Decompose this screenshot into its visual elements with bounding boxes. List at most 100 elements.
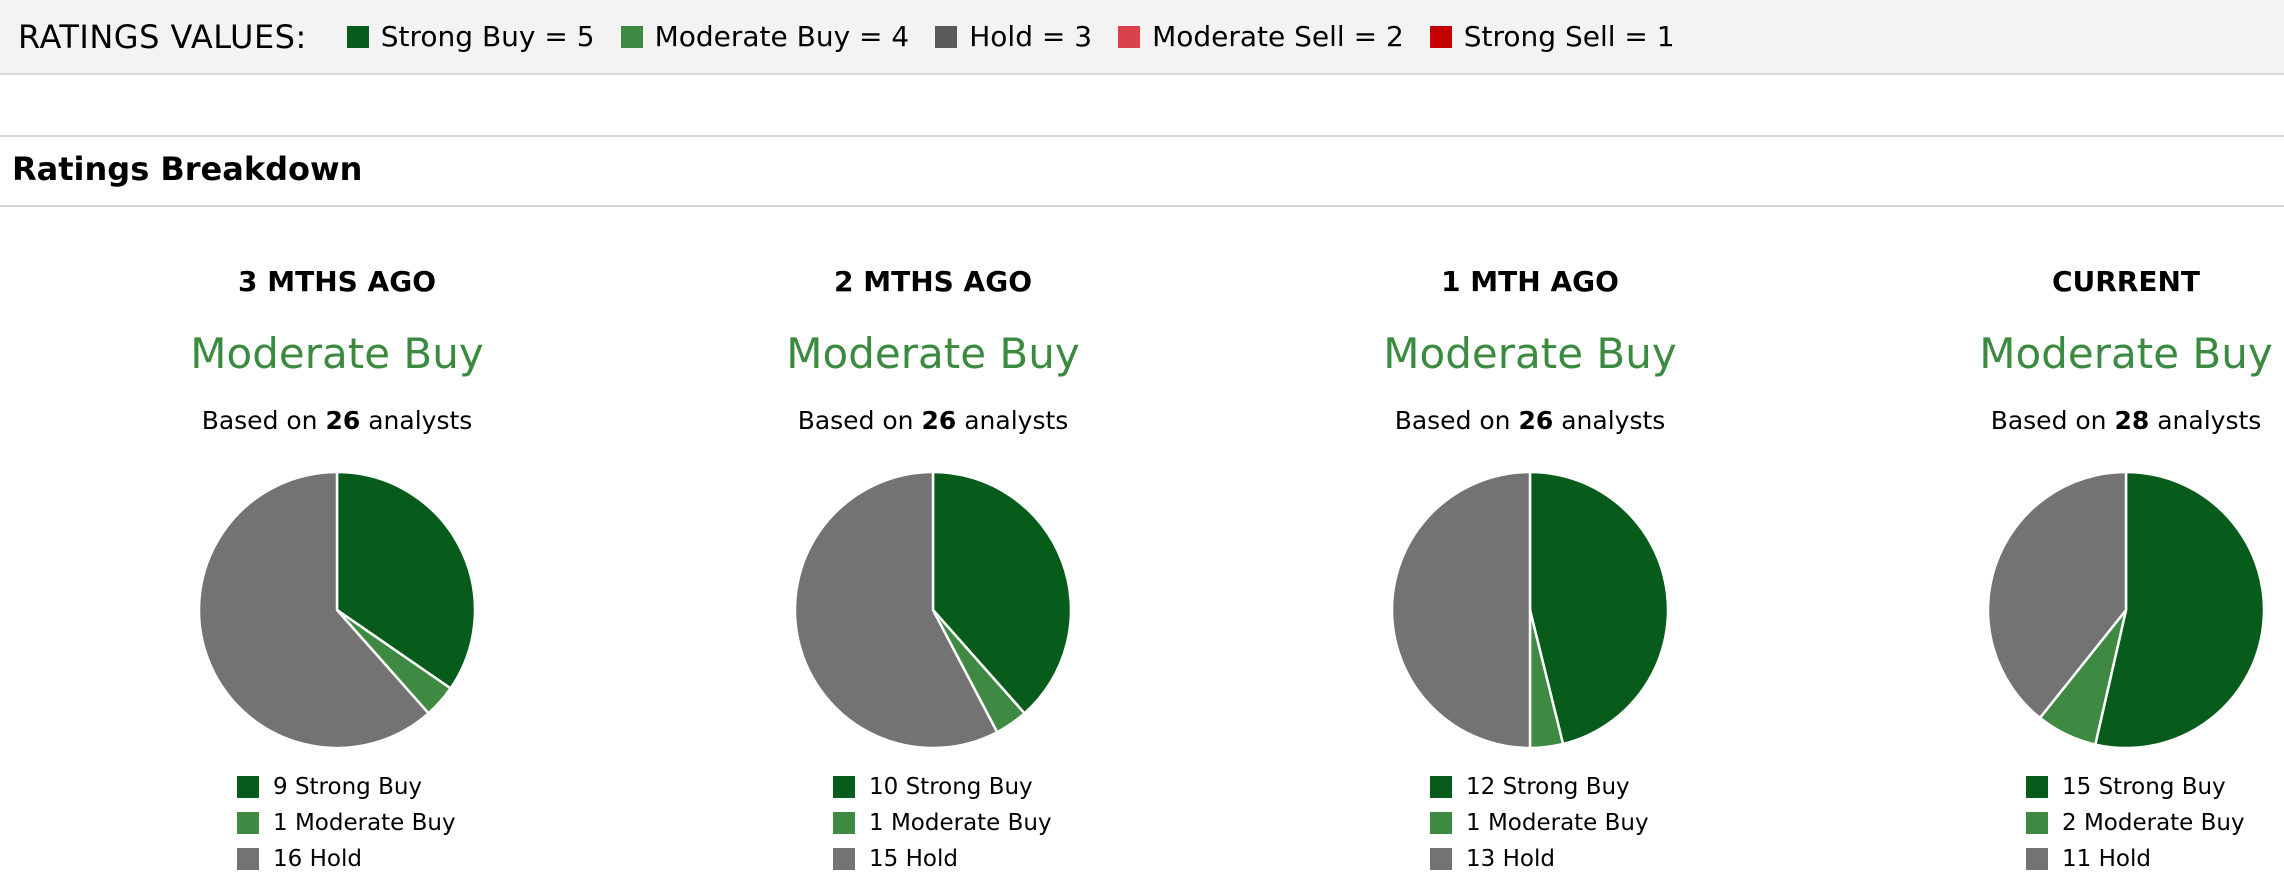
analyst-count: 26 bbox=[325, 406, 361, 435]
legend-item: 12 Strong Buy bbox=[1430, 769, 1649, 805]
legend-item: 15 Hold bbox=[833, 841, 1052, 877]
legend-item: 1 Moderate Buy bbox=[237, 805, 456, 841]
hold-swatch bbox=[1430, 848, 1452, 870]
based-on-analysts: Based on 26 analysts bbox=[1250, 404, 1810, 438]
moderate-buy-swatch bbox=[2026, 812, 2048, 834]
consensus-rating: Moderate Buy bbox=[190, 329, 484, 378]
legend-label: 13 Hold bbox=[1466, 846, 1555, 872]
legend-item: 1 Moderate Buy bbox=[1430, 805, 1649, 841]
strong-sell-swatch bbox=[1429, 25, 1452, 48]
legend-item: 16 Hold bbox=[237, 841, 456, 877]
based-suffix: analysts bbox=[964, 406, 1069, 435]
hold-slice bbox=[1390, 470, 1532, 750]
analyst-count: 28 bbox=[2114, 406, 2150, 435]
based-suffix: analysts bbox=[368, 406, 473, 435]
rating-value-hold: Hold = 3 bbox=[935, 20, 1092, 53]
pie-chart-2-months-ago bbox=[793, 470, 1073, 750]
legend-item: 2 Moderate Buy bbox=[2026, 805, 2245, 841]
legend-label: 16 Hold bbox=[273, 846, 362, 872]
period-title: 3 MTHS AGO bbox=[238, 265, 436, 298]
moderate-buy-swatch bbox=[833, 812, 855, 834]
rating-value-label: Hold = 3 bbox=[969, 20, 1093, 53]
based-suffix: analysts bbox=[2157, 406, 2262, 435]
hold-swatch bbox=[935, 25, 958, 48]
strong-buy-slice bbox=[1528, 470, 1670, 746]
pie-chart-3-months-ago bbox=[197, 470, 477, 750]
strong-buy-swatch bbox=[237, 776, 259, 798]
based-prefix: Based on bbox=[1394, 406, 1511, 435]
based-on-analysts: Based on 26 analysts bbox=[653, 404, 1213, 438]
consensus-rating: Moderate Buy bbox=[1383, 329, 1677, 378]
legend-label: 10 Strong Buy bbox=[869, 774, 1033, 800]
period-title: 1 MTH AGO bbox=[1441, 265, 1619, 298]
based-on-analysts: Based on 26 analysts bbox=[57, 404, 617, 438]
pie-chart-current bbox=[1986, 470, 2266, 750]
hold-slice bbox=[793, 470, 999, 750]
legend-item: 15 Strong Buy bbox=[2026, 769, 2245, 805]
moderate-sell-swatch bbox=[1118, 25, 1141, 48]
rating-value-strong-buy: Strong Buy = 5 bbox=[346, 20, 595, 53]
rating-value-moderate-sell: Moderate Sell = 2 bbox=[1118, 20, 1404, 53]
legend-current: 15 Strong Buy 2 Moderate Buy 11 Hold bbox=[2026, 769, 2245, 877]
rating-value-label: Moderate Buy = 4 bbox=[654, 20, 910, 53]
legend-item: 9 Strong Buy bbox=[237, 769, 456, 805]
rating-value-label: Moderate Sell = 2 bbox=[1152, 20, 1404, 53]
based-prefix: Based on bbox=[201, 406, 318, 435]
moderate-buy-swatch bbox=[237, 812, 259, 834]
moderate-buy-swatch bbox=[620, 25, 643, 48]
legend-item: 1 Moderate Buy bbox=[833, 805, 1052, 841]
legend-2-months-ago: 10 Strong Buy 1 Moderate Buy 15 Hold bbox=[833, 769, 1052, 877]
divider bbox=[0, 135, 2284, 137]
legend-label: 1 Moderate Buy bbox=[869, 810, 1052, 836]
legend-label: 9 Strong Buy bbox=[273, 774, 423, 800]
strong-buy-swatch bbox=[833, 776, 855, 798]
analyst-count: 26 bbox=[921, 406, 957, 435]
consensus-rating: Moderate Buy bbox=[786, 329, 1080, 378]
legend-label: 1 Moderate Buy bbox=[1466, 810, 1649, 836]
strong-buy-slice bbox=[931, 470, 1073, 715]
strong-buy-slice bbox=[2094, 470, 2266, 750]
divider bbox=[0, 205, 2284, 207]
based-on-analysts: Based on 28 analysts bbox=[1846, 404, 2284, 438]
rating-panel-2-months-ago: 2 MTHS AGO Moderate Buy Based on 26 anal… bbox=[653, 262, 1213, 438]
rating-panel-1-month-ago: 1 MTH AGO Moderate Buy Based on 26 analy… bbox=[1250, 262, 1810, 438]
hold-swatch bbox=[237, 848, 259, 870]
strong-buy-swatch bbox=[1430, 776, 1452, 798]
rating-panel-current: CURRENT Moderate Buy Based on 28 analyst… bbox=[1846, 262, 2284, 438]
strong-buy-swatch bbox=[346, 25, 369, 48]
rating-value-strong-sell: Strong Sell = 1 bbox=[1429, 20, 1675, 53]
based-prefix: Based on bbox=[797, 406, 914, 435]
based-suffix: analysts bbox=[1561, 406, 1666, 435]
legend-label: 11 Hold bbox=[2062, 846, 2151, 872]
rating-value-moderate-buy: Moderate Buy = 4 bbox=[620, 20, 910, 53]
hold-slice bbox=[1986, 470, 2128, 720]
legend-label: 15 Hold bbox=[869, 846, 958, 872]
analyst-count: 26 bbox=[1518, 406, 1554, 435]
legend-item: 13 Hold bbox=[1430, 841, 1649, 877]
hold-swatch bbox=[2026, 848, 2048, 870]
rating-value-label: Strong Buy = 5 bbox=[380, 20, 595, 53]
consensus-rating: Moderate Buy bbox=[1979, 329, 2273, 378]
legend-label: 15 Strong Buy bbox=[2062, 774, 2226, 800]
strong-buy-swatch bbox=[2026, 776, 2048, 798]
period-title: CURRENT bbox=[2051, 265, 2201, 298]
pie-chart-1-month-ago bbox=[1390, 470, 1670, 750]
legend-item: 10 Strong Buy bbox=[833, 769, 1052, 805]
section-title: Ratings Breakdown bbox=[12, 150, 363, 188]
legend-label: 2 Moderate Buy bbox=[2062, 810, 2245, 836]
rating-value-label: Strong Sell = 1 bbox=[1463, 20, 1675, 53]
ratings-values-bar: RATINGS VALUES: Strong Buy = 5 Moderate … bbox=[0, 0, 2284, 75]
legend-item: 11 Hold bbox=[2026, 841, 2245, 877]
strong-buy-slice bbox=[335, 470, 477, 690]
moderate-buy-swatch bbox=[1430, 812, 1452, 834]
legend-3-months-ago: 9 Strong Buy 1 Moderate Buy 16 Hold bbox=[237, 769, 456, 877]
based-prefix: Based on bbox=[1990, 406, 2107, 435]
legend-1-month-ago: 12 Strong Buy 1 Moderate Buy 13 Hold bbox=[1430, 769, 1649, 877]
legend-label: 12 Strong Buy bbox=[1466, 774, 1630, 800]
legend-label: 1 Moderate Buy bbox=[273, 810, 456, 836]
ratings-values-title: RATINGS VALUES: bbox=[18, 17, 307, 56]
rating-panel-3-months-ago: 3 MTHS AGO Moderate Buy Based on 26 anal… bbox=[57, 262, 617, 438]
hold-slice bbox=[197, 470, 430, 750]
hold-swatch bbox=[833, 848, 855, 870]
period-title: 2 MTHS AGO bbox=[834, 265, 1032, 298]
